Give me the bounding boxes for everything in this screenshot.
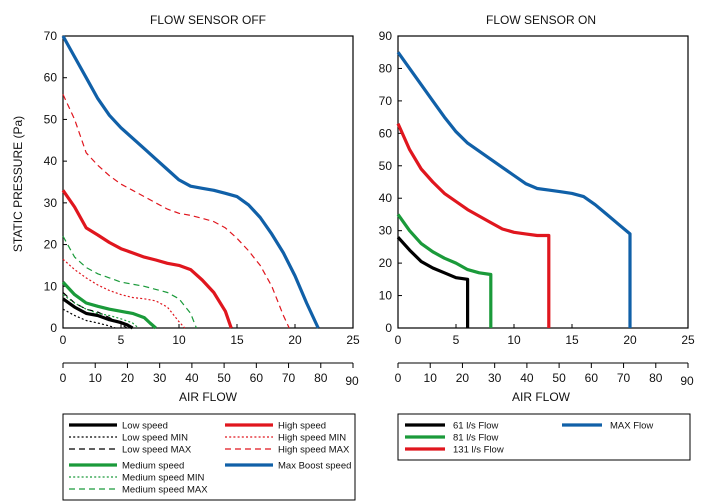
y-tick-label: 0 xyxy=(50,321,57,335)
series-line-high-speed xyxy=(61,189,233,329)
x-tick-label: 20 xyxy=(288,333,302,347)
y-tick-label: 50 xyxy=(379,159,393,173)
legend-label: High speed MAX xyxy=(278,445,350,456)
legend-label: Medium speed MAX xyxy=(122,485,208,496)
secondary-x-tick-label: 80 xyxy=(314,371,328,385)
secondary-x-tick-label: 50 xyxy=(217,371,231,385)
series-line-131-l-s-flow xyxy=(396,122,551,328)
legend-label: High speed MIN xyxy=(278,433,346,444)
chart-flow-sensor-off: FLOW SENSOR OFF STATIC PRESSURE (Pa) AIR… xyxy=(11,13,360,404)
y-axis-label: STATIC PRESSURE (Pa) xyxy=(11,116,25,252)
secondary-x-tick-label: 60 xyxy=(585,371,599,385)
secondary-x-tick-label: 40 xyxy=(520,371,534,385)
secondary-x-tick-label: 50 xyxy=(552,371,566,385)
legend-label: 131 l/s Flow xyxy=(453,445,504,456)
series-line-max-boost-speed xyxy=(61,35,320,329)
y-tick-label: 10 xyxy=(379,289,393,303)
y-tick-label: 60 xyxy=(44,71,58,85)
legend-label: Low speed MAX xyxy=(122,445,192,456)
y-tick-label: 70 xyxy=(44,29,58,43)
x-axis-label: AIR FLOW xyxy=(179,390,238,404)
legend-box xyxy=(397,413,691,461)
y-tick-label: 60 xyxy=(379,126,393,140)
secondary-x-tick-label: 30 xyxy=(488,371,502,385)
series-line-low-speed xyxy=(62,297,134,330)
x-axis-label: AIR FLOW xyxy=(512,390,571,404)
x-tick-label: 5 xyxy=(453,333,460,347)
legend-label: Low speed MIN xyxy=(122,433,188,444)
x-tick-label: 20 xyxy=(623,333,637,347)
y-tick-label: 40 xyxy=(379,191,393,205)
series-line-high-speed-max xyxy=(62,94,290,329)
y-tick-label: 20 xyxy=(379,256,393,270)
x-tick-label: 0 xyxy=(395,333,402,347)
chart-flow-sensor-on: FLOW SENSOR ON AIR FLOW 0102030405060708… xyxy=(379,13,695,404)
x-tick-label: 15 xyxy=(230,333,244,347)
legend-label: MAX Flow xyxy=(610,421,653,432)
series-line-medium-speed-max xyxy=(62,235,197,329)
legend-label: Low speed xyxy=(122,421,168,432)
secondary-x-tick-label: 0 xyxy=(60,371,67,385)
secondary-x-tick-label: 30 xyxy=(153,371,167,385)
secondary-x-tick-label: 10 xyxy=(89,371,103,385)
y-tick-label: 30 xyxy=(379,224,393,238)
series-line-max-flow xyxy=(396,51,632,328)
y-tick-label: 40 xyxy=(44,154,58,168)
secondary-x-tick-label: 70 xyxy=(282,371,296,385)
series-line-low-speed-min xyxy=(62,308,116,329)
x-tick-label: 0 xyxy=(60,333,67,347)
series-line-high-speed-min xyxy=(62,258,186,329)
legend-label: Max Boost speed xyxy=(278,461,351,472)
plot-area xyxy=(62,35,354,329)
y-tick-label: 80 xyxy=(379,61,393,75)
secondary-x-tick-label: 60 xyxy=(250,371,264,385)
series-line-61-l-s-flow xyxy=(396,236,470,328)
series-line-81-l-s-flow xyxy=(396,213,493,328)
x-tick-label: 10 xyxy=(507,333,521,347)
series-line-medium-speed xyxy=(61,281,157,330)
secondary-x-tick-label: 70 xyxy=(617,371,631,385)
legend-label: Medium speed MIN xyxy=(122,473,205,484)
secondary-x-tick-label: 90 xyxy=(345,374,359,388)
y-tick-label: 0 xyxy=(385,321,392,335)
legend-label: 61 l/s Flow xyxy=(453,421,499,432)
y-tick-label: 20 xyxy=(44,238,58,252)
y-tick-label: 90 xyxy=(379,29,393,43)
y-tick-label: 70 xyxy=(379,94,393,108)
secondary-x-tick-label: 20 xyxy=(456,371,470,385)
x-tick-label: 25 xyxy=(681,333,695,347)
legend-label: Medium speed xyxy=(122,461,184,472)
x-tick-label: 5 xyxy=(118,333,125,347)
secondary-x-tick-label: 20 xyxy=(121,371,135,385)
chart-title: FLOW SENSOR OFF xyxy=(150,13,266,27)
secondary-x-tick-label: 0 xyxy=(395,371,402,385)
secondary-x-tick-label: 80 xyxy=(649,371,663,385)
y-tick-label: 50 xyxy=(44,112,58,126)
chart-title: FLOW SENSOR ON xyxy=(486,13,596,27)
x-tick-label: 25 xyxy=(346,333,360,347)
secondary-x-tick-label: 90 xyxy=(680,374,694,388)
plot-area xyxy=(397,35,689,329)
legend-label: 81 l/s Flow xyxy=(453,433,499,444)
legend-box xyxy=(62,413,356,501)
secondary-x-tick-label: 40 xyxy=(185,371,199,385)
y-tick-label: 30 xyxy=(44,196,58,210)
y-tick-label: 10 xyxy=(44,279,58,293)
legend-label: High speed xyxy=(278,421,326,432)
x-tick-label: 15 xyxy=(565,333,579,347)
secondary-x-tick-label: 10 xyxy=(424,371,438,385)
x-tick-label: 10 xyxy=(172,333,186,347)
